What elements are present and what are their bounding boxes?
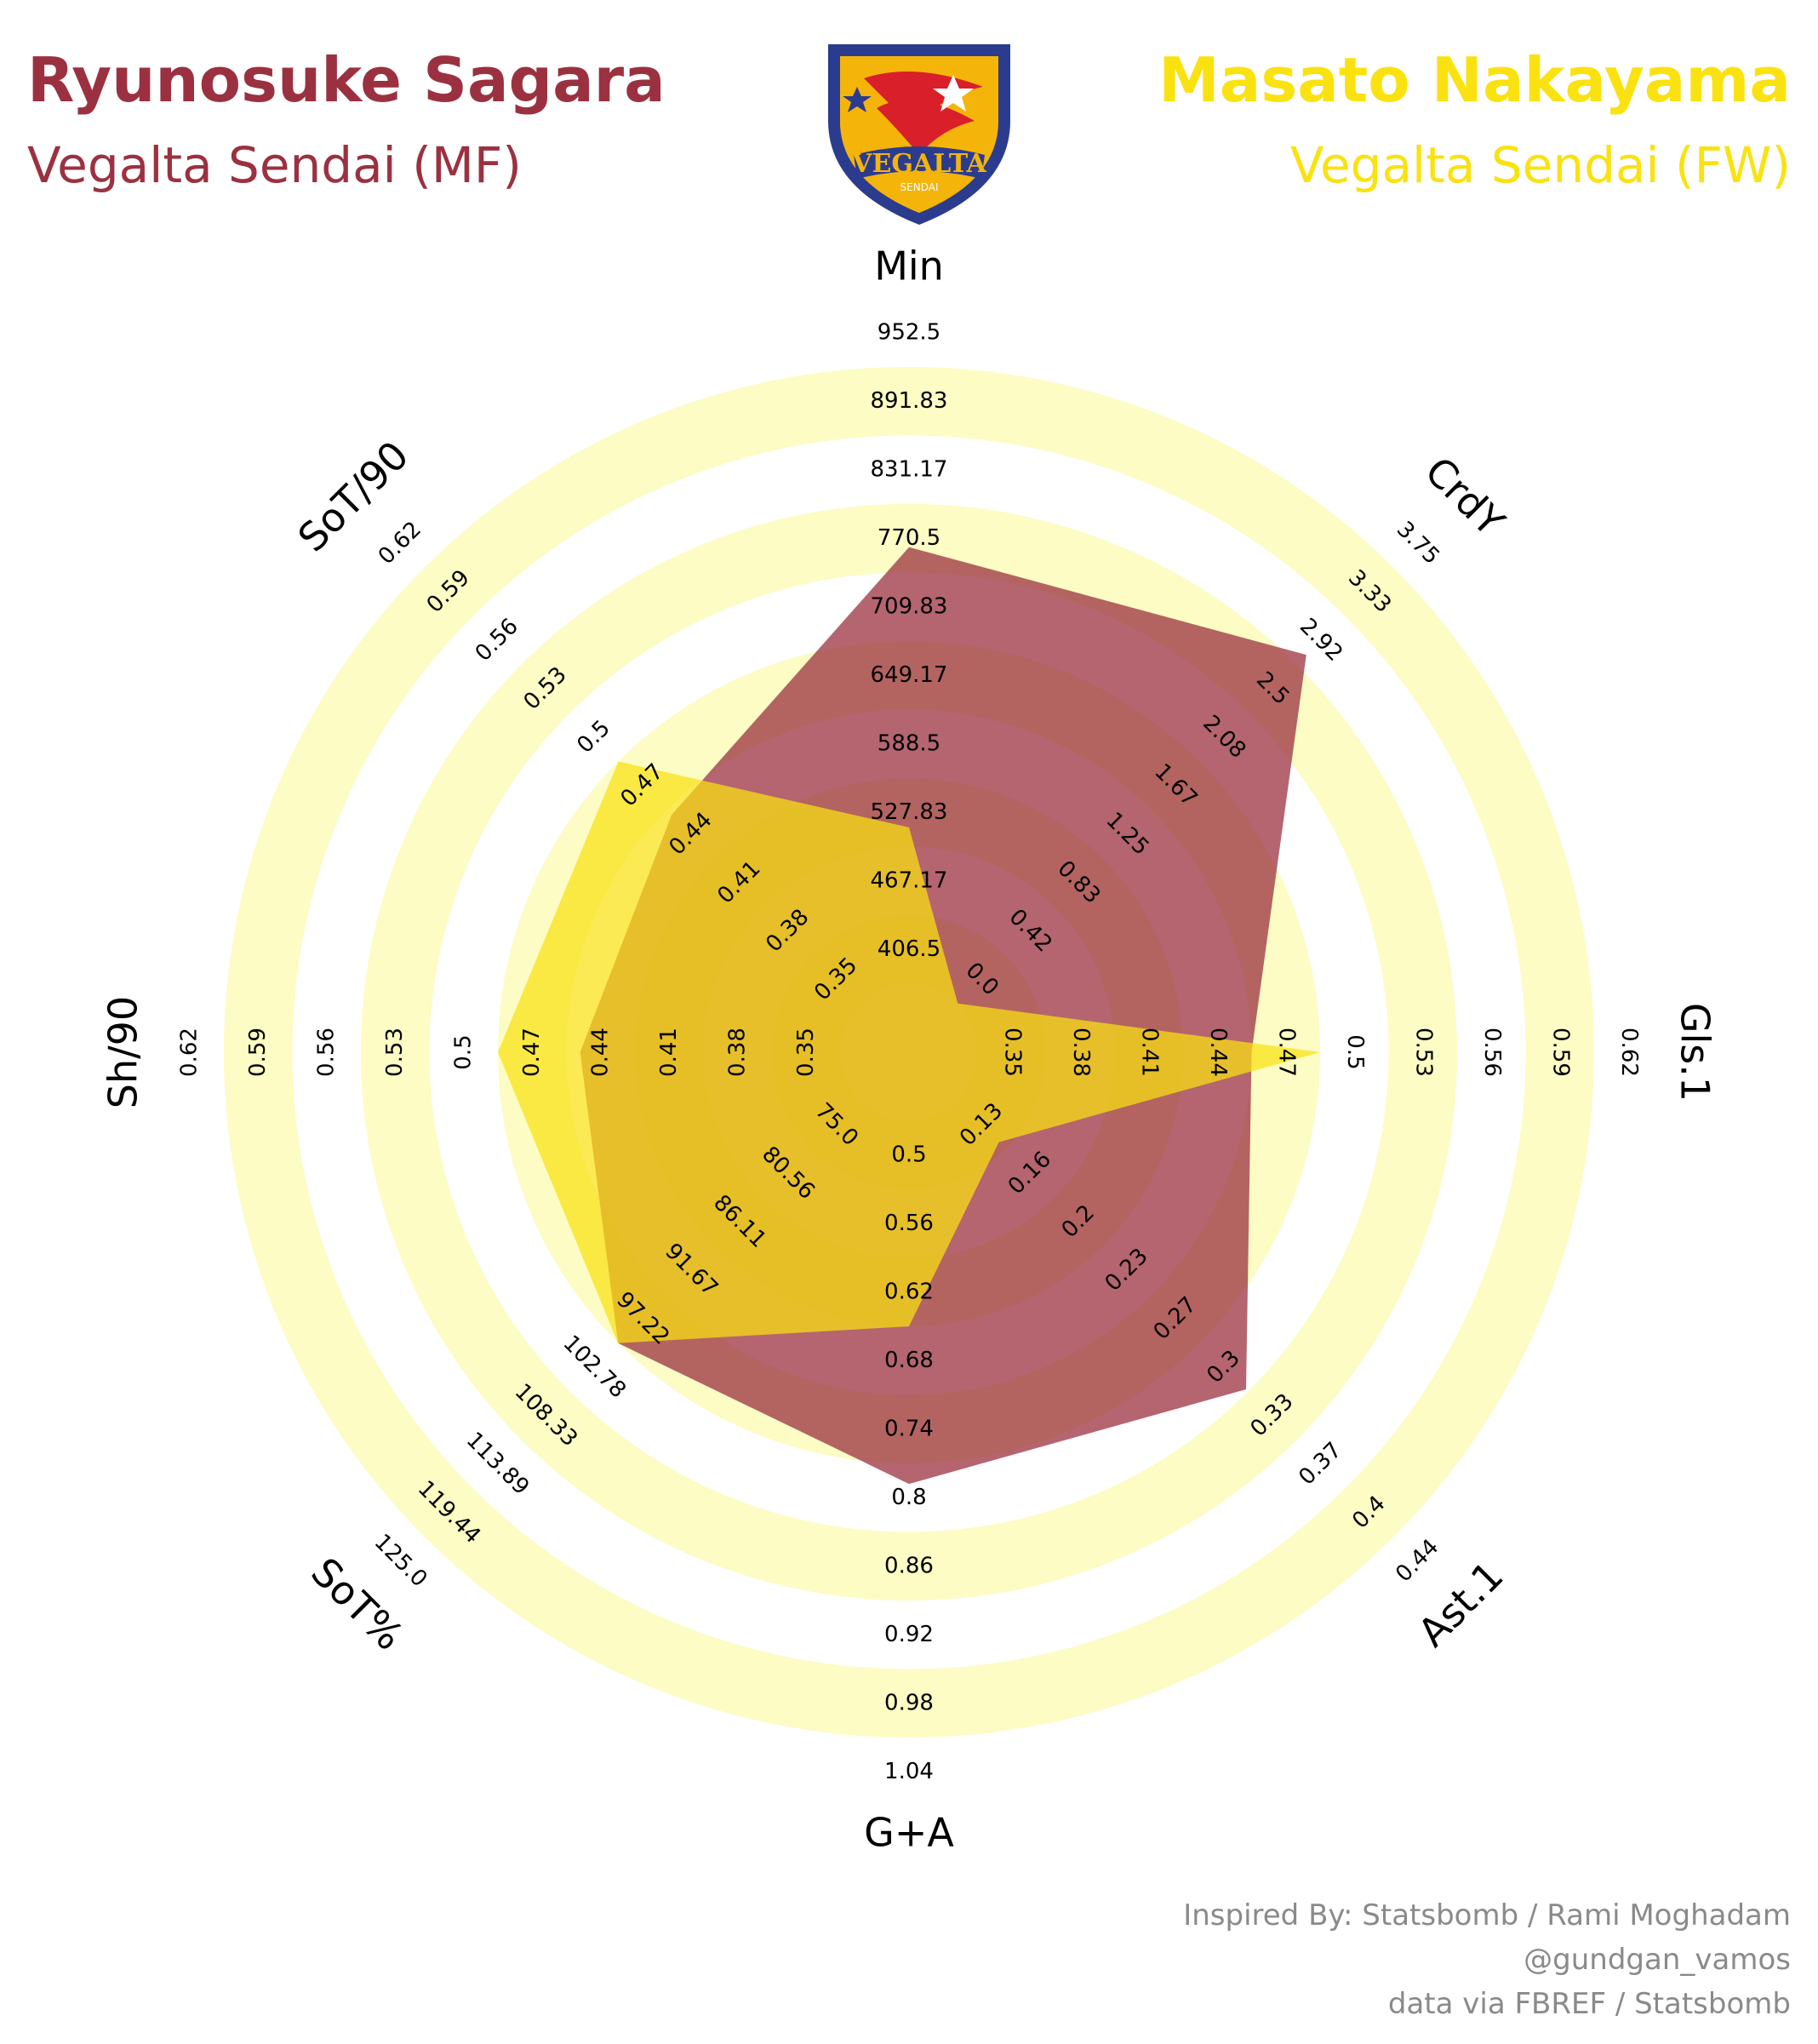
tick-label: 125.0 — [369, 1529, 432, 1592]
tick-label: 831.17 — [871, 456, 948, 482]
tick-label: 0.37 — [1294, 1437, 1346, 1490]
tick-label: 0.74 — [884, 1416, 934, 1441]
axis-label: CrdY — [1416, 448, 1514, 546]
tick-label: 0.5 — [891, 1142, 926, 1167]
logo-text: VEGALTA — [851, 149, 986, 179]
tick-label: 709.83 — [871, 593, 948, 619]
tick-label: 406.5 — [878, 936, 940, 962]
tick-label: 1.04 — [884, 1759, 934, 1784]
tick-label: 527.83 — [871, 799, 948, 825]
credit-data-source: data via FBREF / Statsbomb — [1387, 1987, 1791, 2021]
tick-label: 0.59 — [1547, 1028, 1573, 1077]
series-polygon-2 — [498, 761, 1320, 1343]
tick-label: 0.44 — [1205, 1028, 1231, 1077]
tick-label: 0.86 — [884, 1553, 934, 1578]
tick-label: 0.68 — [884, 1348, 934, 1373]
axis-label: Sh/90 — [100, 996, 146, 1108]
tick-label: 0.8 — [891, 1485, 926, 1510]
grid-ring — [361, 504, 1457, 1600]
tick-label: 0.53 — [1410, 1028, 1436, 1077]
axis-label: Gls.1 — [1672, 1003, 1718, 1102]
tick-label: 0.98 — [884, 1690, 934, 1715]
tick-label: 0.5 — [1342, 1034, 1368, 1069]
tick-label: 891.83 — [871, 388, 948, 414]
player1-team: Vegalta Sendai (MF) — [27, 136, 522, 194]
tick-label: 0.92 — [884, 1622, 934, 1647]
player1-name: Ryunosuke Sagara — [27, 44, 666, 116]
tick-label: 0.5 — [450, 1034, 476, 1069]
credit-handle: @gundgan_vamos — [1524, 1943, 1791, 1977]
tick-label: 952.5 — [878, 319, 940, 345]
logo-subtext: SENDAI — [900, 181, 939, 193]
tick-label: 0.62 — [884, 1279, 934, 1304]
tick-label: 0.53 — [382, 1028, 408, 1077]
credit-inspired-by: Inspired By: Statsbomb / Rami Moghadam — [1183, 1898, 1791, 1932]
tick-label: 0.59 — [245, 1028, 271, 1077]
player2-name: Masato Nakayama — [1158, 44, 1791, 116]
radar-polygons — [498, 547, 1320, 1485]
tick-label: 0.5 — [572, 715, 615, 758]
axis-label: G+A — [864, 1810, 954, 1856]
tick-label: 0.56 — [1479, 1028, 1505, 1077]
tick-label: 0.41 — [1136, 1028, 1162, 1077]
player2-team: Vegalta Sendai (FW) — [1289, 136, 1791, 194]
axis-label: Min — [874, 243, 944, 289]
tick-label: 0.44 — [587, 1028, 613, 1077]
tick-label: 0.56 — [313, 1028, 339, 1077]
tick-label: 0.47 — [519, 1028, 545, 1077]
tick-label: 0.56 — [884, 1211, 934, 1236]
club-crest-logo: VEGALTA SENDAI — [828, 44, 1010, 225]
tick-label: 0.56 — [471, 614, 523, 667]
tick-label: 0.41 — [656, 1028, 682, 1077]
tick-label: 0.47 — [1273, 1028, 1299, 1077]
tick-label: 0.62 — [1616, 1028, 1642, 1077]
grid-ring — [224, 367, 1594, 1738]
tick-label: 0.35 — [793, 1028, 819, 1077]
tick-label: 3.75 — [1392, 517, 1444, 570]
tick-label: 0.62 — [374, 517, 426, 570]
tick-label: 467.17 — [871, 867, 948, 893]
tick-label: 0.62 — [176, 1028, 202, 1077]
tick-label: 770.5 — [878, 525, 940, 551]
tick-label: 0.38 — [724, 1028, 750, 1077]
tick-label: 649.17 — [871, 662, 948, 688]
tick-label: 0.35 — [999, 1028, 1025, 1077]
tick-label: 0.44 — [1391, 1534, 1444, 1587]
tick-label: 0.38 — [1068, 1028, 1094, 1077]
tick-label: 588.5 — [878, 730, 940, 756]
